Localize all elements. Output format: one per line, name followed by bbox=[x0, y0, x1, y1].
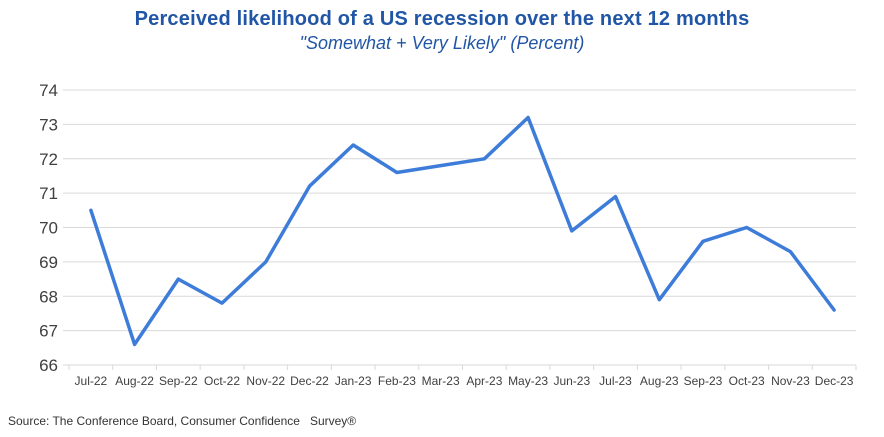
y-tick-label: 72 bbox=[39, 150, 58, 169]
x-tick-label: Sep-22 bbox=[159, 374, 198, 388]
x-tick-label: Oct-23 bbox=[729, 374, 765, 388]
y-tick-label: 66 bbox=[39, 356, 58, 375]
x-tick-label: Dec-23 bbox=[815, 374, 854, 388]
y-tick-label: 71 bbox=[39, 184, 58, 203]
y-tick-label: 73 bbox=[39, 115, 58, 134]
chart-title: Perceived likelihood of a US recession o… bbox=[134, 8, 750, 30]
line-chart: 66 67 68 69 70 71 72 73 74 Jul-22 Aug-22 Sep-22 Oct-… bbox=[39, 81, 857, 388]
x-tick-label: Feb-23 bbox=[378, 374, 416, 388]
x-tick-label: Jun-23 bbox=[553, 374, 590, 388]
y-tick-label: 74 bbox=[39, 81, 58, 100]
x-tick-label: Jul-23 bbox=[599, 374, 632, 388]
x-tick-label: Jul-22 bbox=[75, 374, 108, 388]
y-tick-label: 68 bbox=[39, 287, 58, 306]
x-tick-label: Jan-23 bbox=[335, 374, 372, 388]
x-tick-label: Nov-23 bbox=[771, 374, 810, 388]
chart-subtitle: "Somewhat + Very Likely" (Percent) bbox=[299, 33, 585, 53]
x-tick-label: Sep-23 bbox=[684, 374, 723, 388]
x-tick-label: Apr-23 bbox=[466, 374, 502, 388]
x-tick-label: Nov-22 bbox=[246, 374, 285, 388]
series-line bbox=[89, 115, 836, 347]
x-tick-label: Aug-22 bbox=[115, 374, 154, 388]
x-tick-label: Oct-22 bbox=[204, 374, 240, 388]
y-tick-label: 67 bbox=[39, 322, 58, 341]
source-note: Source: The Conference Board, Consumer C… bbox=[8, 414, 357, 428]
x-tick-label: May-23 bbox=[508, 374, 548, 388]
x-tick-label: Mar-23 bbox=[422, 374, 460, 388]
y-tick-label: 69 bbox=[39, 253, 58, 272]
y-tick-label: 70 bbox=[39, 219, 58, 238]
x-tick-label: Dec-22 bbox=[290, 374, 329, 388]
x-tick-label: Aug-23 bbox=[640, 374, 679, 388]
